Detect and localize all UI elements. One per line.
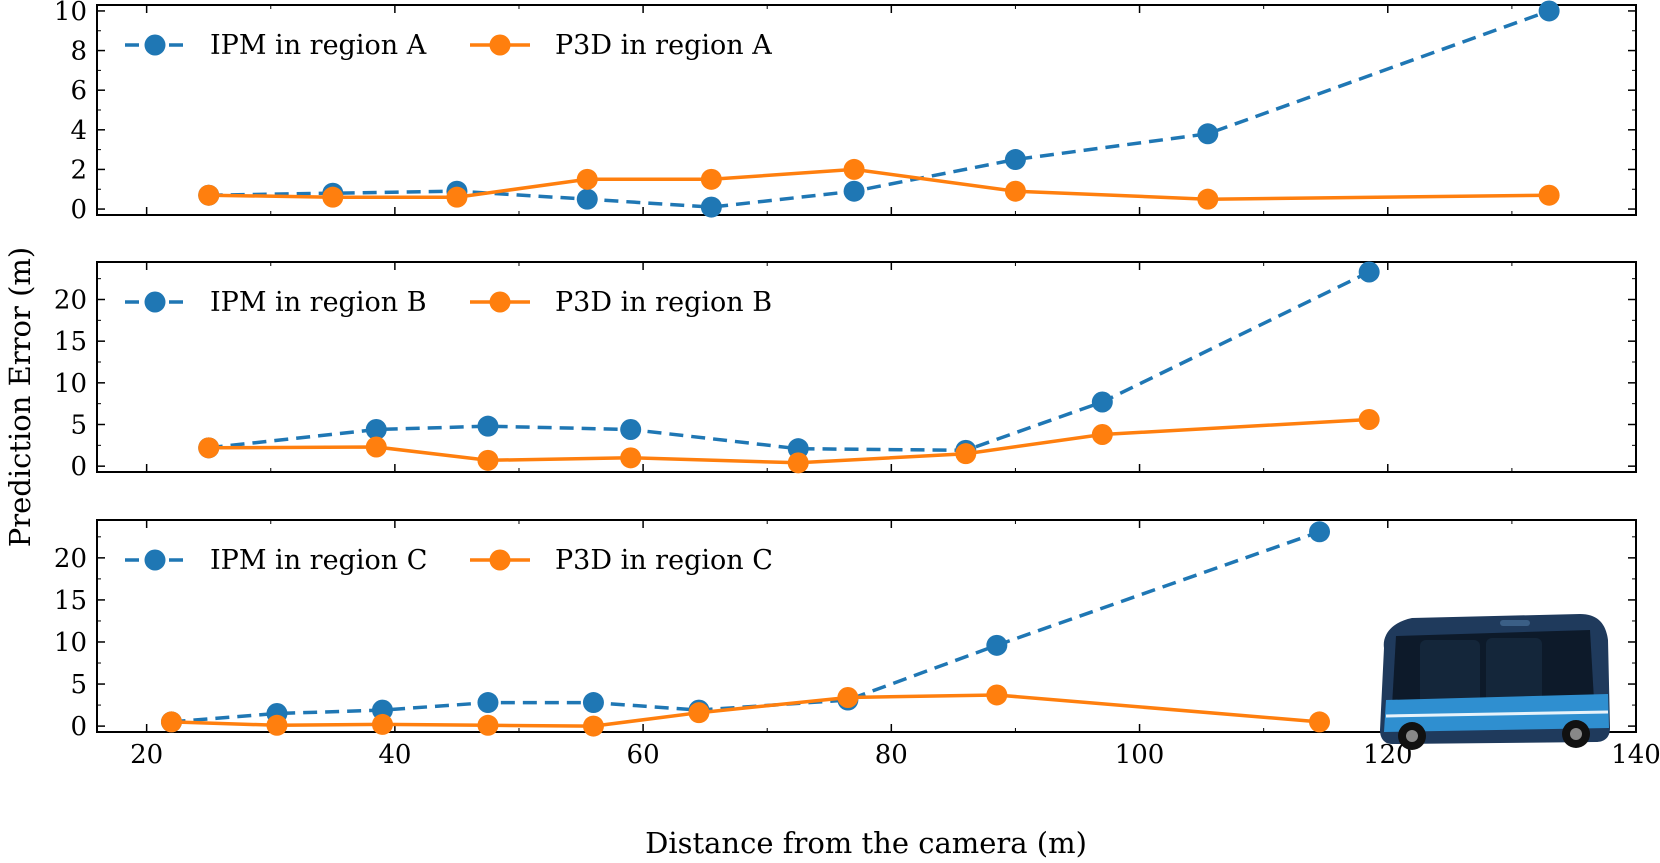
y-tick-label: 5 [70,411,87,441]
data-point-p3d [446,186,468,208]
x-tick-label: 20 [130,740,163,770]
data-point-ipm [700,196,722,218]
y-tick-label: 10 [54,0,87,27]
legend-label: P3D in region C [555,545,773,576]
data-point-ipm [1358,261,1380,283]
data-point-ipm [1091,391,1113,413]
data-point-p3d [787,452,809,474]
x-axis-label: Distance from the camera (m) [645,826,1087,860]
data-point-p3d [1309,711,1331,733]
series-line-p3d [208,167,1550,201]
data-point-p3d [198,184,220,206]
data-point-p3d [160,711,182,733]
legend-label: IPM in region B [210,287,427,318]
legend-label: IPM in region C [210,545,427,576]
y-tick-label: 0 [70,195,87,225]
legend-marker [489,34,511,56]
y-axis-label: Prediction Error (m) [3,247,37,547]
legend-label: P3D in region A [555,30,772,61]
data-point-p3d [843,158,865,180]
legend-marker [489,291,511,313]
y-tick-label: 0 [70,452,87,482]
data-point-ipm [477,692,499,714]
x-tick-label: 100 [1115,740,1165,770]
data-point-p3d [1538,184,1560,206]
data-point-p3d [1091,424,1113,445]
axes-frame [96,519,1637,733]
data-point-ipm [1309,521,1331,543]
series-line-ipm [208,9,1550,209]
y-tick-label: 2 [70,155,87,185]
data-point-p3d [1197,188,1219,210]
y-tick-label: 20 [54,286,87,316]
legend-marker [489,549,511,571]
data-point-p3d [688,702,710,724]
data-point-p3d [371,713,393,735]
y-tick-label: 8 [70,37,87,67]
data-point-ipm [365,419,387,440]
plot-panel-1: 0 2 4 6 8 10 IPM in region A P3D in region A [54,0,1637,225]
y-tick-label: 20 [54,544,87,574]
shuttle-bus-image [1380,614,1610,750]
series-line-ipm [208,270,1370,453]
data-point-p3d [477,714,499,736]
data-point-p3d [582,715,604,737]
x-tick-label: 80 [875,740,908,770]
y-tick-label: 10 [54,628,87,658]
data-point-p3d [837,687,859,709]
data-point-ipm [1538,0,1560,22]
data-point-p3d [576,168,598,190]
legend-marker [144,549,166,571]
data-point-ipm [843,180,865,202]
x-tick-label: 140 [1611,740,1660,770]
legend-marker [144,34,166,56]
data-point-p3d [266,714,288,736]
data-point-p3d [1358,409,1380,430]
data-point-p3d [620,447,642,469]
legend-label: P3D in region B [555,287,772,318]
data-point-ipm [1004,149,1026,171]
axes-frame [96,261,1637,473]
plot-panel-3: 0 5 10 15 20 IPM in region C P3D in region C [54,519,1637,742]
x-tick-labels: 20 40 60 80 100 120 140 [130,740,1660,770]
y-tick-label: 15 [54,586,87,616]
series-line-p3d [208,417,1370,465]
legend-marker [144,291,166,313]
data-point-p3d [986,684,1008,706]
data-point-ipm [477,415,499,437]
y-tick-label: 0 [70,712,87,742]
data-point-p3d [1004,180,1026,202]
data-point-p3d [322,186,344,208]
data-point-ipm [582,692,604,714]
y-tick-label: 5 [70,670,87,700]
plot-panel-2: 0 5 10 15 20 IPM in region B P3D in region B [54,261,1637,482]
x-tick-label: 60 [627,740,660,770]
data-point-ipm [1197,123,1219,145]
data-point-p3d [700,168,722,190]
series-line-p3d [171,693,1320,728]
x-tick-label: 40 [378,740,411,770]
plot-panels: 0 2 4 6 8 10 IPM in region A P3D in region A 0 5 1… [54,0,1637,742]
y-tick-label: 15 [54,327,87,357]
data-point-p3d [477,449,499,471]
data-point-ipm [620,419,642,440]
data-point-p3d [198,437,220,459]
data-point-p3d [955,443,977,465]
y-tick-label: 6 [70,76,87,106]
y-tick-label: 10 [54,369,87,399]
y-tick-label: 4 [70,116,87,146]
data-point-ipm [576,188,598,210]
data-point-ipm [986,634,1008,656]
legend-label: IPM in region A [210,30,427,61]
data-point-p3d [365,436,387,458]
